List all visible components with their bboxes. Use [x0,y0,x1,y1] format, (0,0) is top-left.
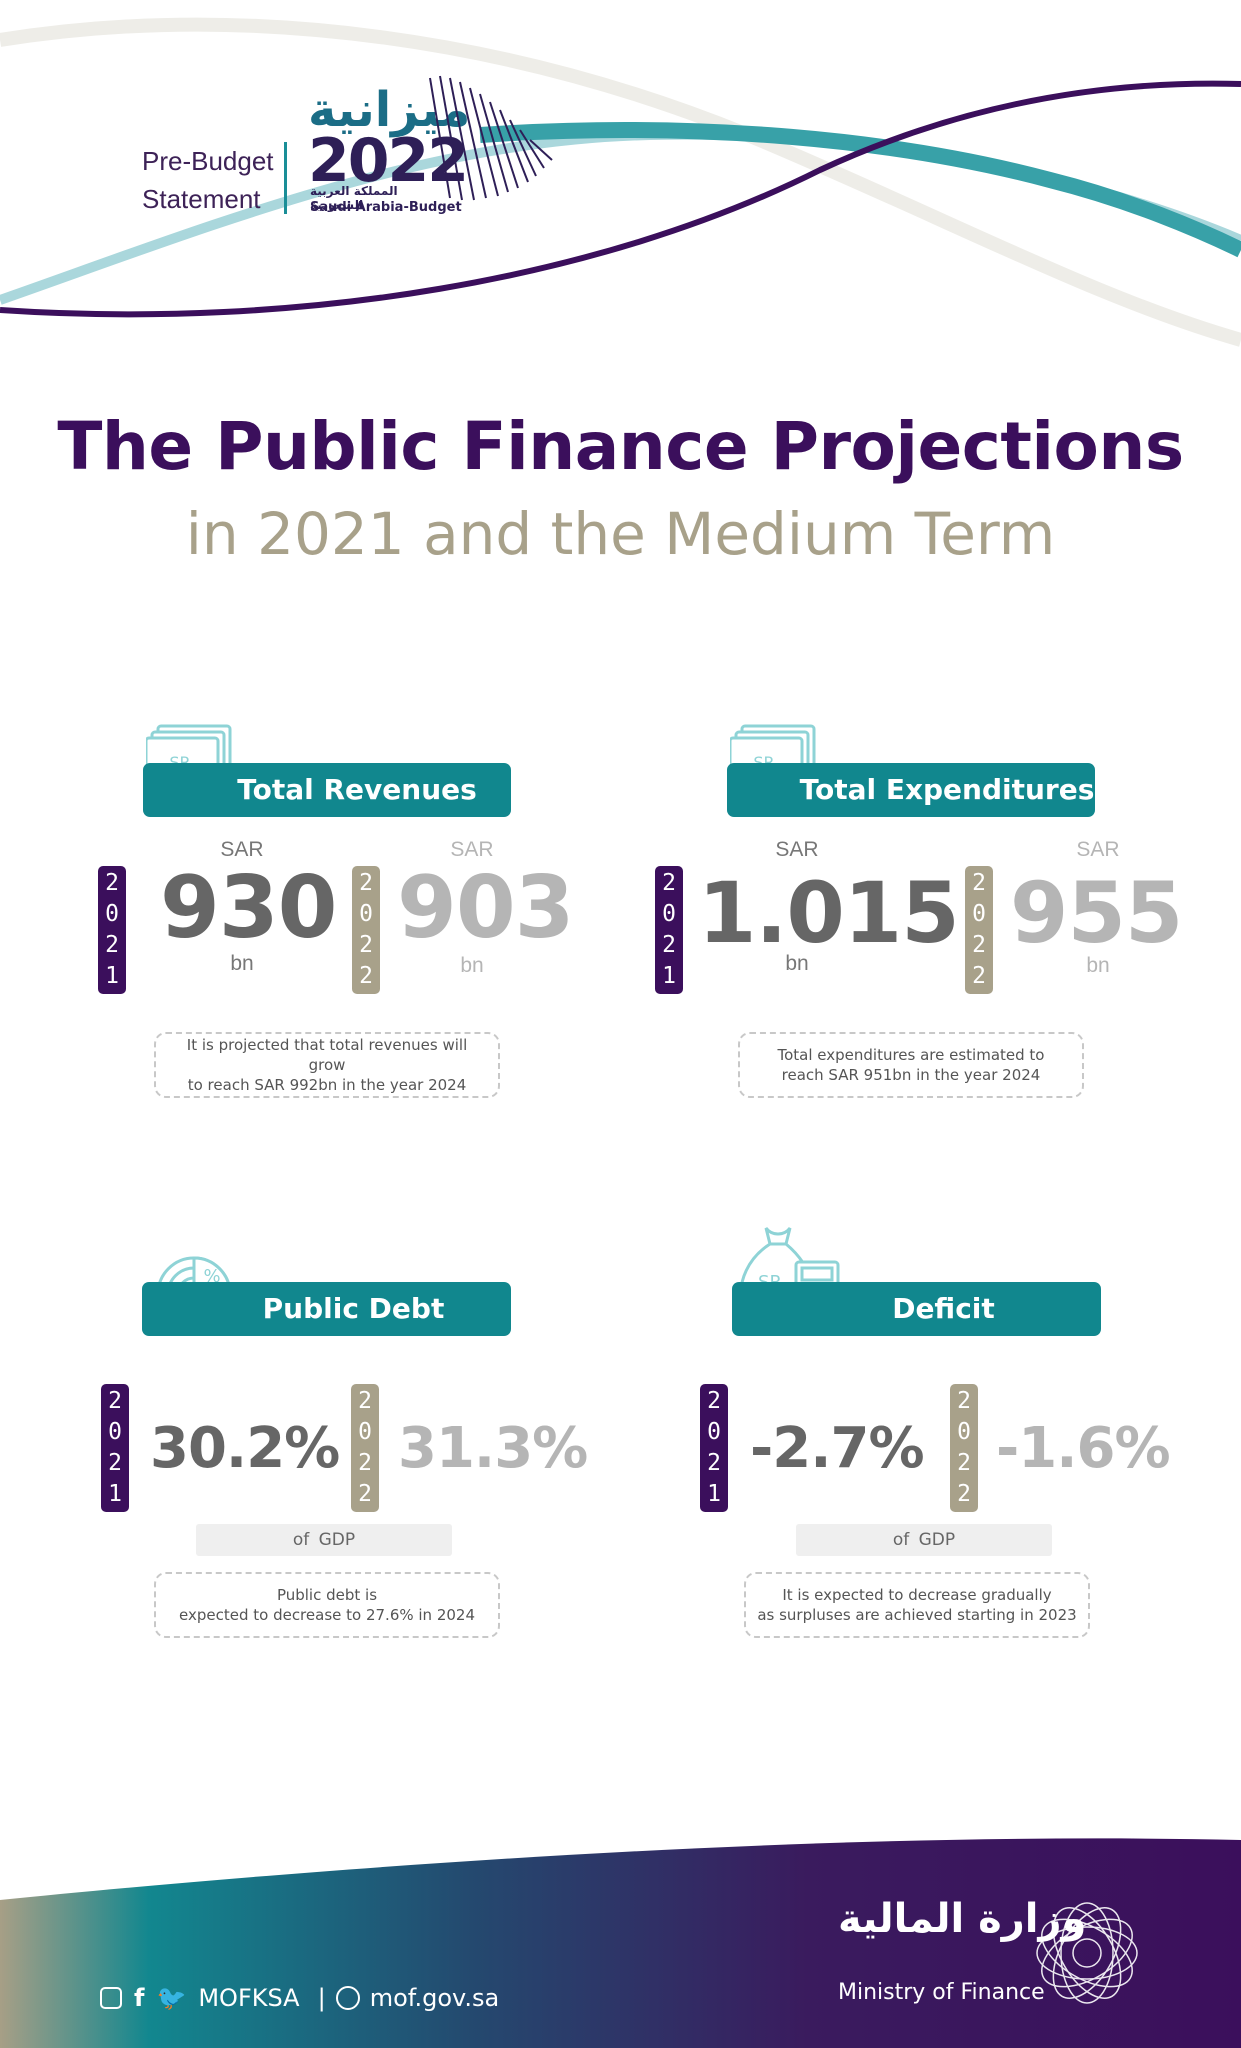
ministry-arabic: وزارة المالية [838,1896,1087,1942]
year-digit: 2 [108,1388,122,1414]
deficit-title: Deficit [732,1282,1101,1336]
revenues-note-line2: to reach SAR 992bn in the year 2024 [187,1076,467,1094]
debt-value-2021: 30.2% [150,1416,340,1481]
deficit-of-gdp: of GDP [796,1524,1052,1556]
year-digit: 2 [707,1388,721,1414]
deficit-note-line1: It is expected to decrease gradually [782,1586,1052,1604]
revenues-currency-2022: SAR [450,838,494,861]
year-digit: 2 [972,870,986,896]
year-digit: 2 [105,932,119,958]
year-digit: 2 [358,1388,372,1414]
pre-budget-line1: Pre-Budget [142,146,274,176]
expenditures-currency-2022: SAR [1076,838,1120,861]
year-digit: 2 [108,1450,122,1476]
ministry-emblem-logo-icon [1036,1902,1138,2004]
brand-separator [284,142,287,214]
expenditures-note-line2: reach SAR 951bn in the year 2024 [781,1066,1041,1084]
expenditures-value-2021: 1.015 [698,864,960,962]
expenditures-note: Total expenditures are estimated to reach… [738,1032,1084,1098]
logo-year: 2022 [308,126,469,196]
year-digit: 0 [108,1419,122,1445]
year-digit: 0 [358,1419,372,1445]
revenues-note-line1: It is projected that total revenues will… [186,1036,468,1074]
social-handle[interactable]: MOFKSA [198,1984,300,2012]
year-digit: 0 [707,1419,721,1445]
page-subtitle: in 2021 and the Medium Term [185,500,1056,568]
year-digit: 2 [662,932,676,958]
footer-social: f 🐦 MOFKSA | mof.gov.sa [100,1984,507,2012]
debt-note-line1: Public debt is [276,1586,378,1604]
year-digit: 0 [359,901,373,927]
deficit-note: It is expected to decrease gradually as s… [744,1572,1090,1638]
footer-separator: | [317,1984,326,2012]
debt-value-2022: 31.3% [398,1416,588,1481]
revenues-currency-2021: SAR [220,838,264,861]
website-link[interactable]: mof.gov.sa [369,1984,500,2012]
pre-budget-line2: Statement [142,184,261,214]
expenditures-unit-2022: bn [1086,954,1110,977]
revenues-unit-2021: bn [230,952,254,975]
year-digit: 2 [358,1481,372,1507]
year-digit: 2 [359,870,373,896]
footer-background [0,1838,1241,2048]
year-digit: 1 [105,963,119,989]
year-digit: 2 [359,932,373,958]
deficit-value-2022: -1.6% [996,1416,1171,1481]
debt-note: Public debt is expected to decrease to 27… [154,1572,500,1638]
year-digit: 2 [957,1388,971,1414]
year-digit: 2 [359,963,373,989]
year-digit: 2 [662,870,676,896]
svg-text:%: % [203,1266,220,1287]
logo-sub-arabic: المملكة العربية السعودية [310,184,398,212]
revenues-value-2021: 930 [160,858,338,958]
year-digit: 2 [972,932,986,958]
globe-icon [335,1986,360,2010]
expenditures-title: Total Expenditures [727,763,1095,817]
pre-budget-statement: Pre-Budget Statement [142,142,274,218]
year-digit: 2 [957,1481,971,1507]
year-digit: 1 [662,963,676,989]
year-digit: 0 [662,901,676,927]
public-debt-title: Public Debt [142,1282,511,1336]
year-digit: 1 [108,1481,122,1507]
year-digit: 0 [972,901,986,927]
expenditures-note-line1: Total expenditures are estimated to [777,1046,1045,1064]
instagram-icon[interactable] [100,1987,122,2009]
year-digit: 0 [957,1419,971,1445]
debt-of-gdp: of GDP [196,1524,452,1556]
revenues-unit-2022: bn [460,954,484,977]
year-digit: 1 [707,1481,721,1507]
year-digit: 2 [957,1450,971,1476]
year-digit: 2 [358,1450,372,1476]
revenues-value-2022: 903 [397,858,575,958]
year-digit: 2 [707,1450,721,1476]
expenditures-value-2022: 955 [1010,864,1183,962]
revenues-note: It is projected that total revenues will… [154,1032,500,1098]
deficit-value-2021: -2.7% [750,1416,925,1481]
ministry-english: Ministry of Finance [838,1980,1045,2005]
year-digit: 2 [105,870,119,896]
revenues-title: Total Revenues [143,763,511,817]
debt-note-line2: expected to decrease to 27.6% in 2024 [179,1606,475,1624]
year-digit: 2 [972,963,986,989]
logo-sub-english: Saudi Arabia-Budget [310,200,462,215]
year-digit: 0 [105,901,119,927]
facebook-icon[interactable]: f [134,1984,145,2012]
deficit-note-line2: as surpluses are achieved starting in 20… [757,1606,1077,1624]
twitter-icon[interactable]: 🐦 [156,1984,187,2012]
expenditures-unit-2021: bn [785,952,809,975]
header-waves [0,17,1241,347]
expenditures-currency-2021: SAR [775,838,819,861]
saudi-map-logo-icon [429,75,553,201]
page-title: The Public Finance Projections [57,408,1184,485]
